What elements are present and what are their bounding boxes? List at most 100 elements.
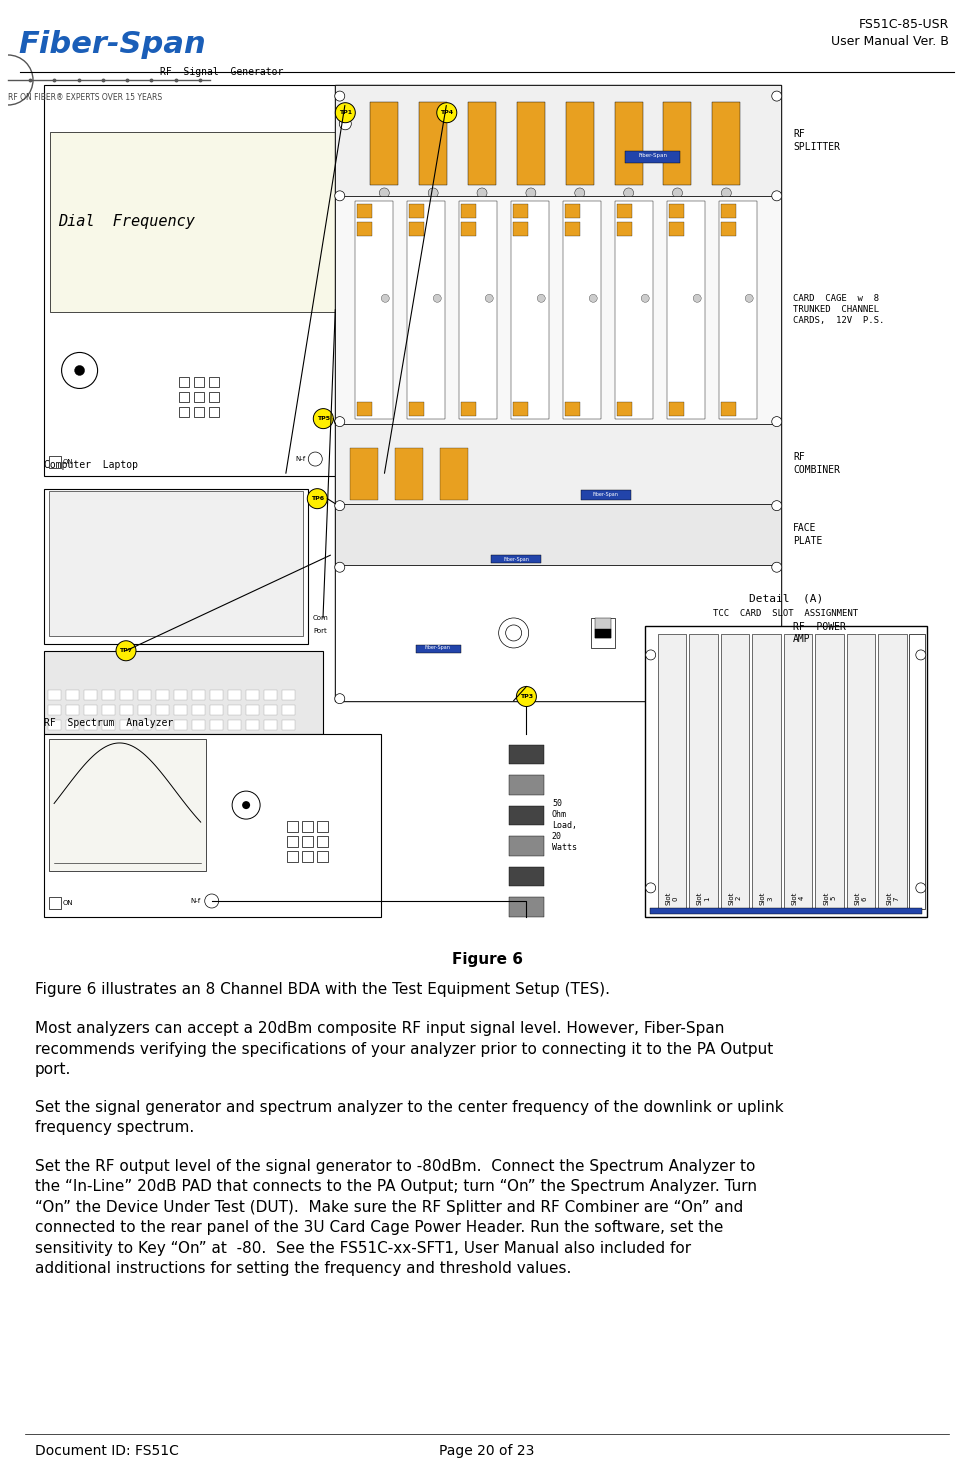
Circle shape [623, 188, 634, 197]
Text: Figure 6: Figure 6 [452, 952, 522, 967]
Circle shape [205, 894, 219, 908]
Circle shape [722, 188, 731, 197]
Bar [209, 377, 219, 387]
Bar [879, 634, 907, 910]
Bar [335, 424, 781, 503]
Text: RF  POWER
AMP: RF POWER AMP [793, 621, 846, 645]
Circle shape [916, 883, 926, 894]
Bar [138, 705, 151, 715]
Bar [508, 745, 543, 764]
Bar [419, 102, 447, 185]
Circle shape [335, 500, 345, 511]
Bar [264, 720, 277, 730]
Bar [246, 705, 259, 715]
Circle shape [646, 883, 656, 894]
Bar [335, 565, 781, 701]
Bar [395, 447, 424, 499]
Circle shape [429, 188, 438, 197]
Bar [721, 203, 736, 218]
Bar [138, 690, 151, 701]
Bar [669, 222, 684, 236]
Bar [210, 705, 223, 715]
Bar [335, 196, 781, 424]
Bar [44, 652, 323, 735]
Circle shape [379, 188, 390, 197]
Text: Set the RF output level of the signal generator to -80dBm.  Connect the Spectrum: Set the RF output level of the signal ge… [35, 1158, 757, 1276]
Bar [784, 634, 812, 910]
Bar [49, 739, 206, 871]
Circle shape [75, 365, 85, 375]
Circle shape [314, 409, 333, 428]
Bar [657, 634, 687, 910]
Text: Most analyzers can accept a 20dBm composite RF input signal level. However, Fibe: Most analyzers can accept a 20dBm compos… [35, 1022, 773, 1078]
Bar [356, 200, 393, 418]
Bar [508, 805, 543, 826]
Circle shape [335, 562, 345, 573]
Circle shape [745, 294, 753, 302]
Circle shape [243, 801, 250, 810]
Text: Dial  Frequency: Dial Frequency [58, 215, 195, 230]
Bar [102, 690, 115, 701]
Bar [618, 402, 632, 415]
Text: TP6: TP6 [311, 496, 324, 500]
Bar [719, 200, 757, 418]
Bar [66, 705, 79, 715]
Text: Fiber-Span: Fiber-Span [425, 645, 451, 651]
Circle shape [771, 693, 782, 704]
Bar [194, 393, 204, 402]
Bar [179, 408, 189, 418]
Bar [49, 456, 61, 468]
Text: ON: ON [63, 459, 74, 465]
Bar [565, 203, 581, 218]
Text: TP1: TP1 [339, 110, 352, 115]
Circle shape [771, 500, 782, 511]
Bar [120, 690, 133, 701]
Bar [286, 821, 297, 832]
Bar [84, 705, 97, 715]
Bar [156, 705, 169, 715]
Text: RF  Signal  Generator: RF Signal Generator [160, 68, 283, 77]
Bar [228, 705, 242, 715]
Bar [581, 490, 630, 499]
Circle shape [526, 188, 536, 197]
Text: Figure 6 illustrates an 8 Channel BDA with the Test Equipment Setup (TES).: Figure 6 illustrates an 8 Channel BDA wi… [35, 982, 610, 997]
Text: Slot
6: Slot 6 [854, 892, 868, 905]
Bar [815, 634, 843, 910]
Bar [66, 690, 79, 701]
Circle shape [485, 294, 493, 302]
Text: FACE
PLATE: FACE PLATE [793, 523, 823, 546]
Circle shape [516, 686, 537, 707]
Bar [409, 203, 425, 218]
Text: RF  Spectrum  Analyzer: RF Spectrum Analyzer [44, 718, 173, 729]
Bar [335, 85, 781, 701]
Bar [667, 200, 705, 418]
Text: RF
COMBINER: RF COMBINER [793, 452, 841, 475]
Bar [565, 402, 581, 415]
Text: Port: Port [313, 627, 326, 633]
Circle shape [916, 651, 926, 659]
Text: User Manual Ver. B: User Manual Ver. B [831, 35, 949, 49]
Text: Set the signal generator and spectrum analyzer to the center frequency of the do: Set the signal generator and spectrum an… [35, 1100, 784, 1135]
Text: TP4: TP4 [440, 110, 453, 115]
Bar [491, 555, 542, 564]
Bar [335, 503, 781, 565]
Bar [407, 200, 445, 418]
Bar [317, 836, 327, 846]
Bar [721, 634, 749, 910]
Bar [302, 836, 313, 846]
Bar [370, 102, 398, 185]
Bar [645, 626, 927, 917]
Bar [264, 705, 277, 715]
Bar [138, 720, 151, 730]
Circle shape [339, 118, 352, 130]
Bar [690, 634, 718, 910]
Bar [462, 222, 476, 236]
Bar [618, 203, 632, 218]
Circle shape [499, 618, 529, 648]
Bar [174, 720, 187, 730]
Text: Slot
0: Slot 0 [665, 892, 679, 905]
Bar [513, 203, 528, 218]
Bar [84, 720, 97, 730]
Bar [846, 634, 876, 910]
Bar [44, 489, 308, 643]
